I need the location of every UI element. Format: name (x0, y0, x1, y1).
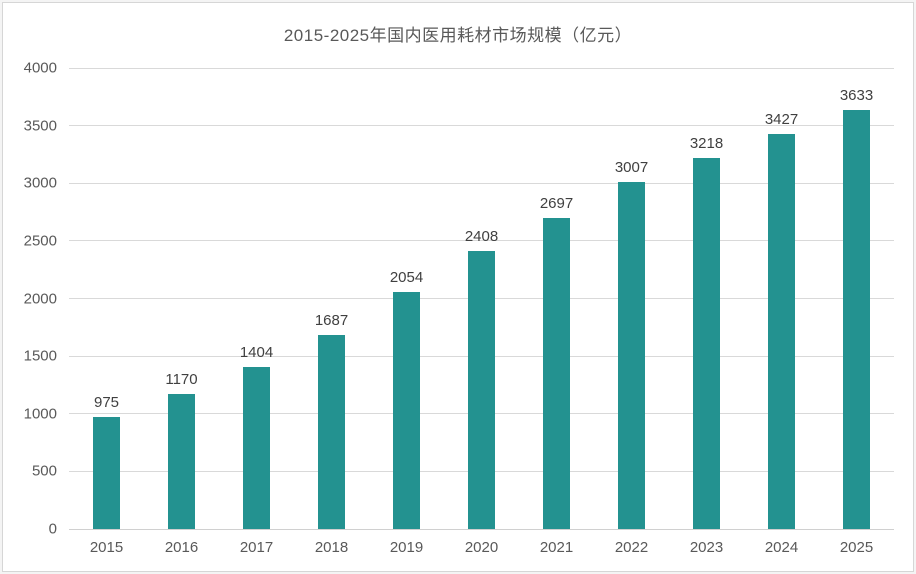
y-tick-label: 2500 (23, 232, 57, 250)
gridline (69, 240, 894, 242)
y-tick-label: 0 (48, 520, 57, 538)
x-tick-label: 2019 (389, 539, 424, 556)
bar-column: 3007 (594, 68, 669, 529)
bar-value-label: 1404 (239, 344, 274, 362)
y-tick-label: 4000 (23, 59, 57, 77)
gridline (69, 67, 894, 69)
x-tick-label: 2025 (839, 539, 874, 556)
x-axis-line (69, 528, 894, 530)
bar-column: 1687 (294, 68, 369, 529)
gridline (69, 182, 894, 184)
x-tick-label: 2016 (164, 539, 199, 556)
bar-value-label: 2697 (539, 195, 574, 213)
x-tick-label: 2024 (764, 539, 799, 556)
bar-value-label: 3007 (614, 159, 649, 177)
x-tick-label: 2023 (689, 539, 724, 556)
bar-column: 1404 (219, 68, 294, 529)
bar (693, 158, 720, 529)
bar (543, 218, 570, 529)
bar (318, 334, 345, 529)
bar-column: 3427 (744, 68, 819, 529)
y-tick-label: 500 (31, 462, 57, 480)
x-tick-label: 2020 (464, 539, 499, 556)
gridline (69, 125, 894, 127)
y-tick-label: 3000 (23, 174, 57, 192)
bar-value-label: 3633 (839, 87, 874, 105)
plot-area: 0 500 1000 1500 2000 2500 3000 3500 4000 2015 975 2… (24, 60, 894, 556)
bar (768, 134, 795, 529)
bar (618, 182, 645, 529)
bar-value-label: 975 (93, 393, 120, 411)
bar-value-label: 1170 (165, 371, 198, 389)
bar-value-label: 3218 (689, 135, 724, 153)
y-tick-label: 1500 (23, 347, 57, 365)
chart-title: 2015-2025年国内医用耗材市场规模（亿元） (283, 26, 633, 45)
bar (468, 251, 495, 529)
y-tick-label: 2000 (23, 290, 57, 307)
bar-value-label: 3427 (764, 111, 799, 129)
bar-column: 3633 (819, 68, 894, 529)
bar-column: 3218 (669, 68, 744, 529)
y-tick-label: 1000 (23, 405, 57, 423)
bar (93, 416, 120, 529)
bar-column: 975 (69, 68, 144, 529)
x-tick-label: 2022 (614, 539, 649, 556)
bar (843, 110, 870, 529)
bar (393, 292, 420, 529)
bar-column: 2408 (444, 68, 519, 529)
bar (243, 367, 270, 529)
x-tick-label: 2021 (539, 539, 574, 556)
x-tick-label: 2018 (314, 539, 349, 556)
x-tick-label: 2015 (89, 539, 124, 556)
y-tick-label: 3500 (23, 117, 57, 135)
bar-column: 1170 (144, 68, 219, 529)
bar-column: 2697 (519, 68, 594, 529)
x-tick-label: 2017 (239, 539, 274, 556)
bar-value-label: 2054 (389, 269, 424, 287)
bar (168, 394, 195, 529)
bar-value-label: 1687 (314, 311, 349, 329)
bar-value-label: 2408 (464, 228, 499, 246)
bar-column: 2054 (369, 68, 444, 529)
